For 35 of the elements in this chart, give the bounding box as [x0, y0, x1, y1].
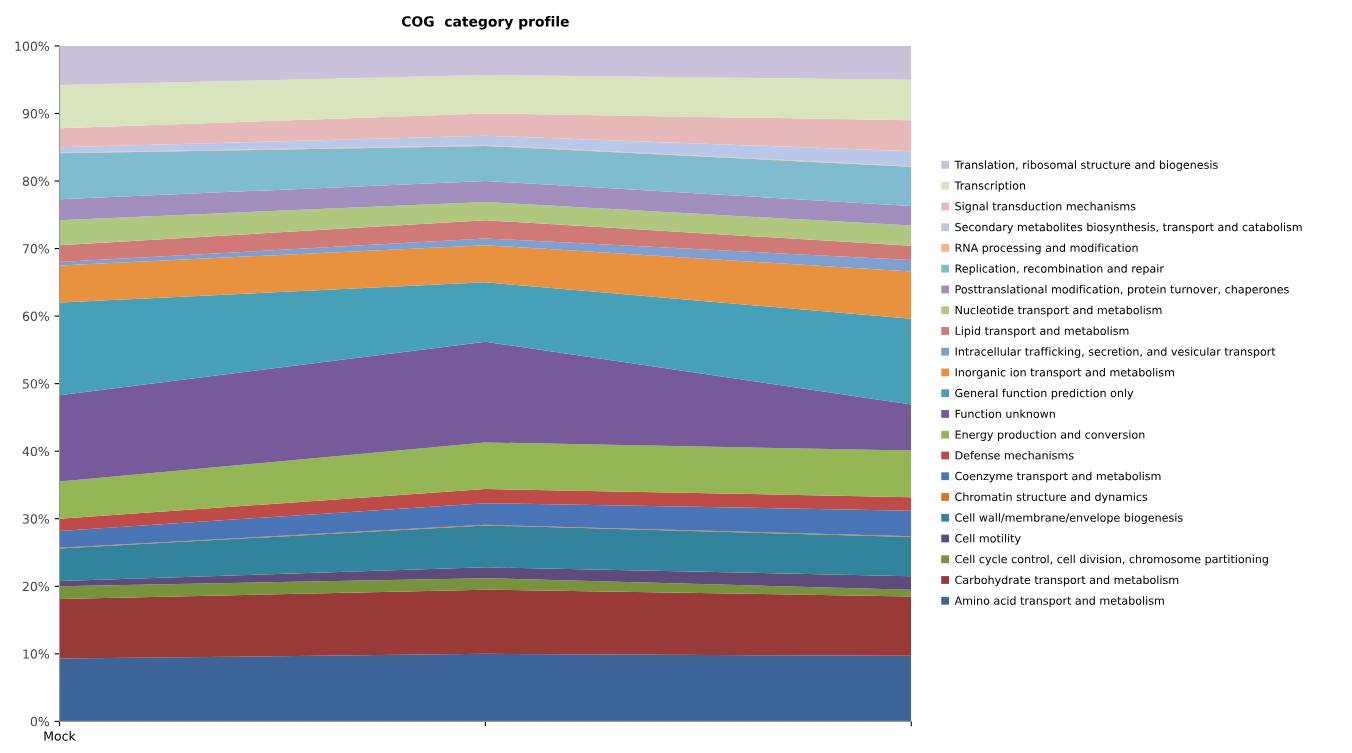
legend-label: Chromatin structure and dynamics — [955, 492, 1148, 504]
legend-label: Signal transduction mechanisms — [955, 201, 1136, 213]
legend-label: Cell motility — [955, 533, 1021, 545]
legend-label: Intracellular trafficking, secretion, and vesicular transport — [955, 347, 1276, 358]
y-tick-label: 20% — [22, 581, 50, 592]
legend-label: Cell cycle control, cell division, chromosome partitioning — [955, 554, 1268, 566]
legend-label: Transcription — [954, 181, 1026, 192]
legend-label: Defense mechanisms — [955, 450, 1074, 460]
legend-label: Lipid transport and metabolism — [955, 326, 1129, 338]
legend-label: General function prediction only — [955, 388, 1134, 400]
y-tick-label: 80% — [22, 176, 50, 186]
chart-title: COG category profile — [401, 15, 569, 30]
y-tick-label: 40% — [22, 446, 50, 457]
legend-label: Cell wall/membrane/envelope biogenesis — [955, 513, 1183, 524]
legend-label: Inorganic ion transport and metabolism — [955, 367, 1174, 379]
legend-label: Secondary metabolites biosynthesis, transport and catabolism — [955, 222, 1302, 234]
y-tick-label: 90% — [22, 108, 50, 119]
y-tick-label: 50% — [22, 379, 50, 389]
legend-label: Energy production and conversion — [955, 430, 1145, 441]
legend-label: Function unknown — [955, 409, 1055, 419]
y-tick-label: 100% — [15, 41, 50, 51]
legend-label: Posttranslational modification, protein turnover, chaperones — [955, 284, 1289, 296]
legend-label: Nucleotide transport and metabolism — [955, 305, 1162, 317]
legend-label: Replication, recombination and repair — [955, 264, 1164, 275]
legend-label: Translation, ribosomal structure and biogenesis — [954, 160, 1218, 172]
y-tick-label: 30% — [22, 514, 50, 524]
legend-label: RNA processing and modification — [955, 243, 1138, 255]
y-tick-label: 10% — [23, 649, 50, 659]
y-tick-label: 60% — [22, 311, 50, 322]
y-tick-label: 0% — [30, 716, 50, 727]
legend-label: Carbohydrate transport and metabolism — [955, 575, 1179, 587]
x-tick-label: Mock — [44, 731, 76, 741]
y-tick-label: 70% — [23, 244, 50, 254]
legend-label: Coenzyme transport and metabolism — [955, 471, 1161, 483]
legend-label: Amino acid transport and metabolism — [954, 596, 1164, 607]
